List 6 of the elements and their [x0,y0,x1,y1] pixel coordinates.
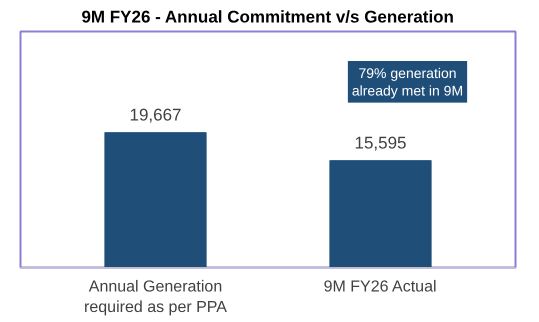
x-tick-label: Annual Generation required as per PPA [84,278,228,316]
text: 79% generation already met in 9M [352,64,464,99]
data-label: 15,595 [354,134,406,153]
x-tick-label: 9M FY26 Actual [324,278,437,296]
data-label: 19,667 [130,106,182,125]
chart-title: 9M FY26 - Annual Commitment v/s Generation [81,8,454,26]
